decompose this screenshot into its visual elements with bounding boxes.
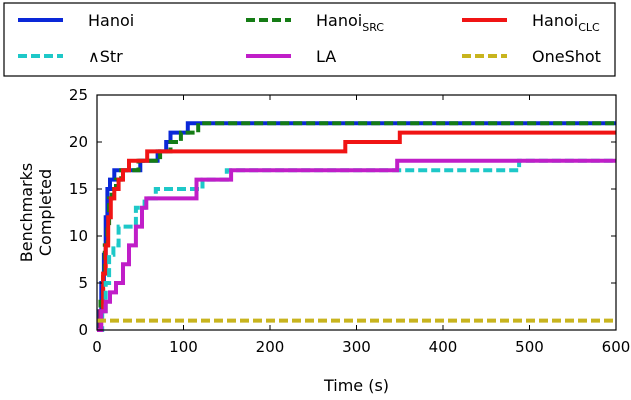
x-tick-label: 400	[429, 338, 458, 356]
legend-label-main: Hanoi	[88, 11, 134, 30]
legend-label-main: LA	[316, 47, 336, 66]
x-tick-label: 500	[515, 338, 544, 356]
legend-label: ∧Str	[88, 47, 123, 66]
legend-label-main: Hanoi	[532, 11, 578, 30]
legend-label: LA	[316, 47, 336, 66]
x-tick-label: 200	[256, 338, 285, 356]
y-axis-title: BenchmarksCompleted	[17, 163, 55, 262]
plot-frame	[97, 95, 616, 330]
legend-label-main: ∧Str	[88, 47, 123, 66]
legend-label-sub: SRC	[362, 21, 384, 34]
legend-label-main: Hanoi	[316, 11, 362, 30]
legend-label: OneShot	[532, 47, 601, 66]
legend: Hanoi HanoiSRC HanoiCLC∧Str LA OneShot	[4, 3, 615, 76]
x-tick-label: 300	[342, 338, 371, 356]
series-line-str	[97, 161, 616, 330]
legend-label: Hanoi	[88, 11, 134, 30]
x-tick-label: 600	[602, 338, 631, 356]
x-axis-title: Time (s)	[323, 376, 389, 395]
plot-area	[97, 123, 616, 330]
x-tick-label: 100	[169, 338, 198, 356]
y-tick-label: 0	[78, 321, 88, 339]
legend-label-main: OneShot	[532, 47, 601, 66]
series-line-hanoi	[97, 123, 616, 330]
x-tick-label: 0	[92, 338, 102, 356]
y-tick-label: 25	[69, 86, 88, 104]
y-axis-title-line: Benchmarks	[17, 163, 36, 262]
y-axis-title-line: Completed	[36, 169, 55, 256]
y-tick-label: 10	[69, 227, 88, 245]
y-tick-label: 15	[69, 180, 88, 198]
series-line-hanoi-src	[97, 123, 616, 330]
y-tick-label: 5	[78, 274, 88, 292]
legend-label-sub: CLC	[578, 21, 600, 34]
series-line-la	[97, 161, 616, 330]
y-tick-label: 20	[69, 133, 88, 151]
